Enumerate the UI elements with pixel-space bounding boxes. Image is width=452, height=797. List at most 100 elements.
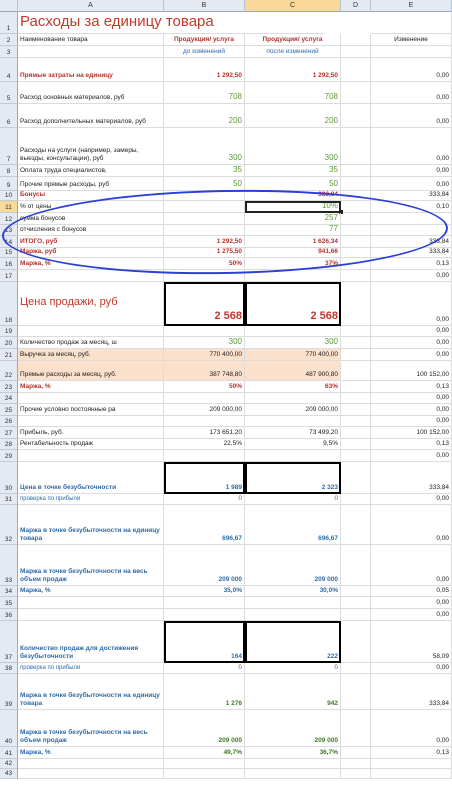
cell-c[interactable] <box>245 759 341 769</box>
cell-a[interactable]: Прочие прямые расходы, руб <box>18 177 164 191</box>
row-number[interactable]: 21 <box>0 349 18 361</box>
cell-a[interactable] <box>18 393 164 404</box>
cell-c[interactable]: 941,66 <box>245 248 341 258</box>
cell-a[interactable]: Маржа в точке безубыточности на весь объ… <box>18 545 164 586</box>
cell-e[interactable]: 0,00 <box>371 494 452 505</box>
cell-d[interactable] <box>341 393 371 404</box>
cell-d[interactable] <box>341 46 371 58</box>
cell-a[interactable]: Прямые затраты на единицу <box>18 58 164 82</box>
cell-b[interactable]: Продукция/ услуга <box>164 34 245 46</box>
cell-c[interactable] <box>245 450 341 462</box>
row-number[interactable]: 20 <box>0 337 18 349</box>
cell-c[interactable]: 300 <box>245 128 341 165</box>
cell-b[interactable]: 387 748,80 <box>164 361 245 381</box>
row-number[interactable]: 24 <box>0 393 18 404</box>
cell-e[interactable]: 0,13 <box>371 747 452 759</box>
cell-e[interactable]: 0,00 <box>371 128 452 165</box>
cell-b[interactable]: 708 <box>164 82 245 104</box>
row-number[interactable]: 10 <box>0 191 18 201</box>
cell-c[interactable]: 35 <box>245 165 341 177</box>
cell-e[interactable] <box>371 12 452 34</box>
row-number[interactable]: 41 <box>0 747 18 759</box>
cell-e[interactable]: 0,00 <box>371 326 452 337</box>
cell-c[interactable]: 257 <box>245 213 341 225</box>
cell-e[interactable]: 0,00 <box>371 545 452 586</box>
row-number[interactable]: 11 <box>0 201 18 213</box>
cell-a[interactable]: Маржа, % <box>18 381 164 393</box>
cell-c[interactable] <box>245 416 341 427</box>
row-number[interactable]: 32 <box>0 505 18 545</box>
cell-c[interactable]: 37% <box>245 258 341 270</box>
cell-c[interactable]: 50 <box>245 177 341 191</box>
cell-b[interactable]: 1 275,50 <box>164 248 245 258</box>
row-number[interactable]: 2 <box>0 34 18 46</box>
cell-e[interactable] <box>371 225 452 236</box>
cell-b[interactable]: 1 292,50 <box>164 58 245 82</box>
cell-c[interactable] <box>245 393 341 404</box>
cell-a[interactable]: Прибыль, руб. <box>18 427 164 439</box>
cell-e[interactable]: 0,00 <box>371 663 452 674</box>
cell-e[interactable]: 0,13 <box>371 439 452 450</box>
cell-b[interactable]: 2 568 <box>164 282 245 326</box>
cell-e[interactable]: 0,05 <box>371 586 452 597</box>
cell-a[interactable]: Бонусы <box>18 191 164 201</box>
cell-b[interactable] <box>164 270 245 282</box>
row-number[interactable]: 39 <box>0 674 18 710</box>
cell-d[interactable] <box>341 759 371 769</box>
cell-e[interactable]: 333,84 <box>371 191 452 201</box>
cell-a[interactable]: Маржа в точке безубыточности на весь объ… <box>18 710 164 747</box>
row-number[interactable]: 28 <box>0 439 18 450</box>
fill-handle[interactable] <box>339 210 343 214</box>
cell-a[interactable]: Расход основных материалов, руб <box>18 82 164 104</box>
cell-d[interactable] <box>341 545 371 586</box>
cell-e[interactable]: 0,00 <box>371 282 452 326</box>
cell-c[interactable]: 222 <box>245 621 341 663</box>
cell-a[interactable] <box>18 609 164 621</box>
cell-a[interactable] <box>18 450 164 462</box>
cell-e[interactable]: 0,00 <box>371 450 452 462</box>
cell-c[interactable]: 0 <box>245 663 341 674</box>
cell-d[interactable] <box>341 439 371 450</box>
row-number[interactable]: 3 <box>0 46 18 58</box>
cell-d[interactable] <box>341 282 371 326</box>
cell-d[interactable] <box>341 225 371 236</box>
cell-a[interactable]: Маржа, % <box>18 747 164 759</box>
cell-b[interactable] <box>164 597 245 609</box>
cell-e[interactable]: 0,10 <box>371 201 452 213</box>
cell-e[interactable]: 333,84 <box>371 236 452 248</box>
row-number[interactable]: 22 <box>0 361 18 381</box>
row-number[interactable]: 7 <box>0 128 18 165</box>
cell-b[interactable]: 1 276 <box>164 674 245 710</box>
cell-c[interactable]: 708 <box>245 82 341 104</box>
cell-c[interactable]: 209 000 <box>245 710 341 747</box>
cell-e[interactable]: 0,00 <box>371 505 452 545</box>
cell-a[interactable]: ИТОГО, руб <box>18 236 164 248</box>
cell-b[interactable]: 173 651,20 <box>164 427 245 439</box>
cell-d[interactable] <box>341 177 371 191</box>
cell-c[interactable]: 1 292,50 <box>245 58 341 82</box>
cell-d[interactable] <box>341 104 371 128</box>
row-number[interactable]: 6 <box>0 104 18 128</box>
cell-d[interactable] <box>341 258 371 270</box>
cell-a[interactable]: Расходы на услуги (например, замеры, вые… <box>18 128 164 165</box>
cell-a[interactable]: Количество продаж для достижения безубыт… <box>18 621 164 663</box>
cell-e[interactable]: 0,00 <box>371 349 452 361</box>
cell-c[interactable]: после изменений <box>245 46 341 58</box>
cell-d[interactable] <box>341 213 371 225</box>
row-number[interactable]: 42 <box>0 759 18 769</box>
cell-b[interactable]: 300 <box>164 337 245 349</box>
cell-d[interactable] <box>341 34 371 46</box>
cell-d[interactable] <box>341 769 371 779</box>
cell-e[interactable]: 333,84 <box>371 674 452 710</box>
cell-e[interactable]: 100 152,00 <box>371 427 452 439</box>
cell-c[interactable]: 77 <box>245 225 341 236</box>
row-number[interactable]: 16 <box>0 258 18 270</box>
cell-a[interactable]: Маржа, % <box>18 586 164 597</box>
cell-c[interactable]: 2 323 <box>245 462 341 494</box>
cell-a[interactable]: Маржа, % <box>18 258 164 270</box>
cell-b[interactable]: 22,5% <box>164 439 245 450</box>
cell-a[interactable]: Цена продажи, руб <box>18 282 164 326</box>
row-number[interactable]: 30 <box>0 462 18 494</box>
cell-d[interactable] <box>341 58 371 82</box>
cell-a[interactable]: Количество продаж за месяц, ш <box>18 337 164 349</box>
